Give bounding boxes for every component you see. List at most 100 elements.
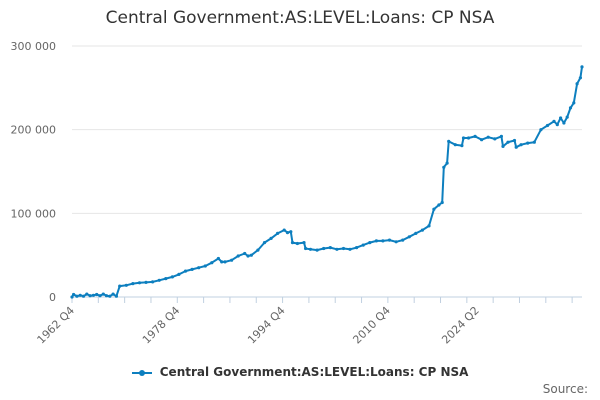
data-point (295, 241, 299, 246)
data-point (88, 294, 92, 298)
data-point (532, 140, 536, 144)
data-point (555, 123, 559, 127)
data-point (72, 292, 76, 297)
data-point (432, 207, 436, 211)
data-point (447, 139, 451, 143)
data-point (440, 200, 444, 205)
y-tick-label: 0 (49, 291, 56, 304)
legend[interactable]: Central Government:AS:LEVEL:Loans: CP NS… (0, 365, 600, 379)
data-point (580, 65, 584, 69)
y-tick-label: 200 000 (11, 124, 57, 137)
data-point (230, 258, 234, 262)
data-point (322, 246, 326, 251)
data-point (526, 141, 530, 145)
data-point (442, 165, 446, 169)
data-point (539, 128, 543, 132)
data-point (78, 293, 82, 297)
data-point (104, 294, 109, 298)
chart-title: Central Government:AS:LEVEL:Loans: CP NS… (105, 8, 495, 28)
data-point (361, 243, 365, 247)
data-point (203, 264, 207, 268)
data-point (210, 261, 214, 265)
data-point (480, 138, 484, 142)
data-point (220, 260, 224, 264)
data-point (91, 293, 95, 297)
legend-swatch (131, 368, 152, 378)
data-point (519, 143, 523, 147)
x-axis-tick-labels: 1962 Q4 1978 Q4 1994 Q4 2010 Q4 2024 Q2 (35, 304, 482, 347)
data-point (81, 294, 86, 298)
data-point (572, 101, 576, 105)
data-point (506, 140, 510, 144)
data-point (114, 294, 118, 298)
data-point (461, 136, 466, 140)
data-point (108, 294, 112, 298)
data-point (308, 247, 313, 251)
data-point (98, 294, 102, 298)
data-point (246, 254, 250, 258)
data-point (460, 144, 464, 148)
data-point (545, 123, 550, 128)
data-point (75, 294, 79, 298)
data-point (70, 295, 74, 299)
legend-label: Central Government:AS:LEVEL:Loans: CP NS… (159, 365, 469, 379)
data-point (236, 254, 240, 258)
data-point (565, 115, 569, 119)
data-point (183, 269, 188, 273)
data-point (414, 231, 418, 235)
x-tick-label: 1978 Q4 (140, 304, 183, 347)
x-tick-label: 1994 Q4 (245, 304, 288, 347)
data-point (144, 280, 148, 284)
data-point (304, 246, 308, 251)
data-point (473, 134, 477, 138)
data-point (341, 246, 346, 251)
data-point (315, 248, 319, 252)
data-point (568, 106, 573, 110)
y-tick-label: 100 000 (11, 207, 57, 220)
y-axis-tick-labels: 0 100 000 200 000 300 000 (11, 40, 57, 304)
data-point (170, 275, 174, 279)
data-point (249, 253, 253, 257)
data-point (562, 121, 566, 125)
x-tick-label: 1962 Q4 (35, 304, 78, 347)
data-point (289, 230, 293, 234)
data-point (243, 251, 247, 256)
grid-lines (72, 45, 582, 214)
data-point (437, 203, 441, 207)
data-point (355, 246, 359, 250)
data-point (216, 256, 220, 261)
data-point (387, 238, 392, 242)
data-point (486, 135, 490, 139)
data-point (164, 277, 168, 281)
data-point (111, 292, 115, 296)
data-point (282, 228, 286, 232)
y-tick-label: 300 000 (11, 40, 57, 53)
data-point (512, 138, 517, 143)
data-point (151, 280, 155, 284)
data-point (157, 278, 161, 282)
data-point (381, 239, 385, 243)
data-point (445, 161, 449, 165)
data-point (374, 239, 378, 243)
data-point (328, 246, 332, 250)
data-point (499, 134, 503, 138)
data-point (335, 247, 339, 251)
data-point (420, 228, 424, 232)
data-point (124, 283, 128, 287)
data-point (578, 76, 583, 80)
data-point (401, 238, 405, 242)
data-point (514, 145, 518, 149)
data-point (453, 143, 457, 147)
data-point (575, 82, 579, 86)
data-point (501, 144, 505, 148)
data-point (394, 240, 398, 244)
data-point (223, 260, 227, 264)
data-point (559, 116, 563, 120)
data-point (262, 241, 267, 245)
data-point (427, 224, 431, 228)
data-point (137, 281, 142, 285)
series-layer (70, 65, 584, 299)
data-point (85, 292, 89, 296)
source-label: Source: (542, 382, 588, 396)
data-point (466, 136, 471, 140)
